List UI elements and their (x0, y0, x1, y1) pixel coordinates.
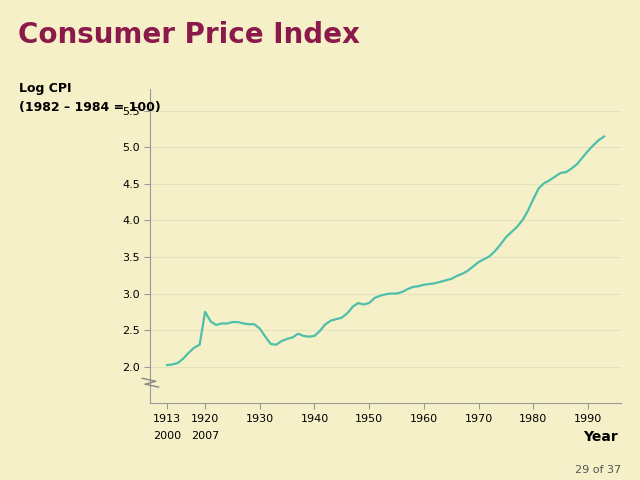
Text: Log CPI: Log CPI (19, 82, 72, 95)
Text: 2000: 2000 (153, 432, 181, 441)
Text: Year: Year (583, 430, 618, 444)
Text: 2007: 2007 (191, 432, 220, 441)
Text: Consumer Price Index: Consumer Price Index (18, 21, 360, 49)
Text: 29 of 37: 29 of 37 (575, 465, 621, 475)
Text: (1982 – 1984 = 100): (1982 – 1984 = 100) (19, 101, 161, 114)
